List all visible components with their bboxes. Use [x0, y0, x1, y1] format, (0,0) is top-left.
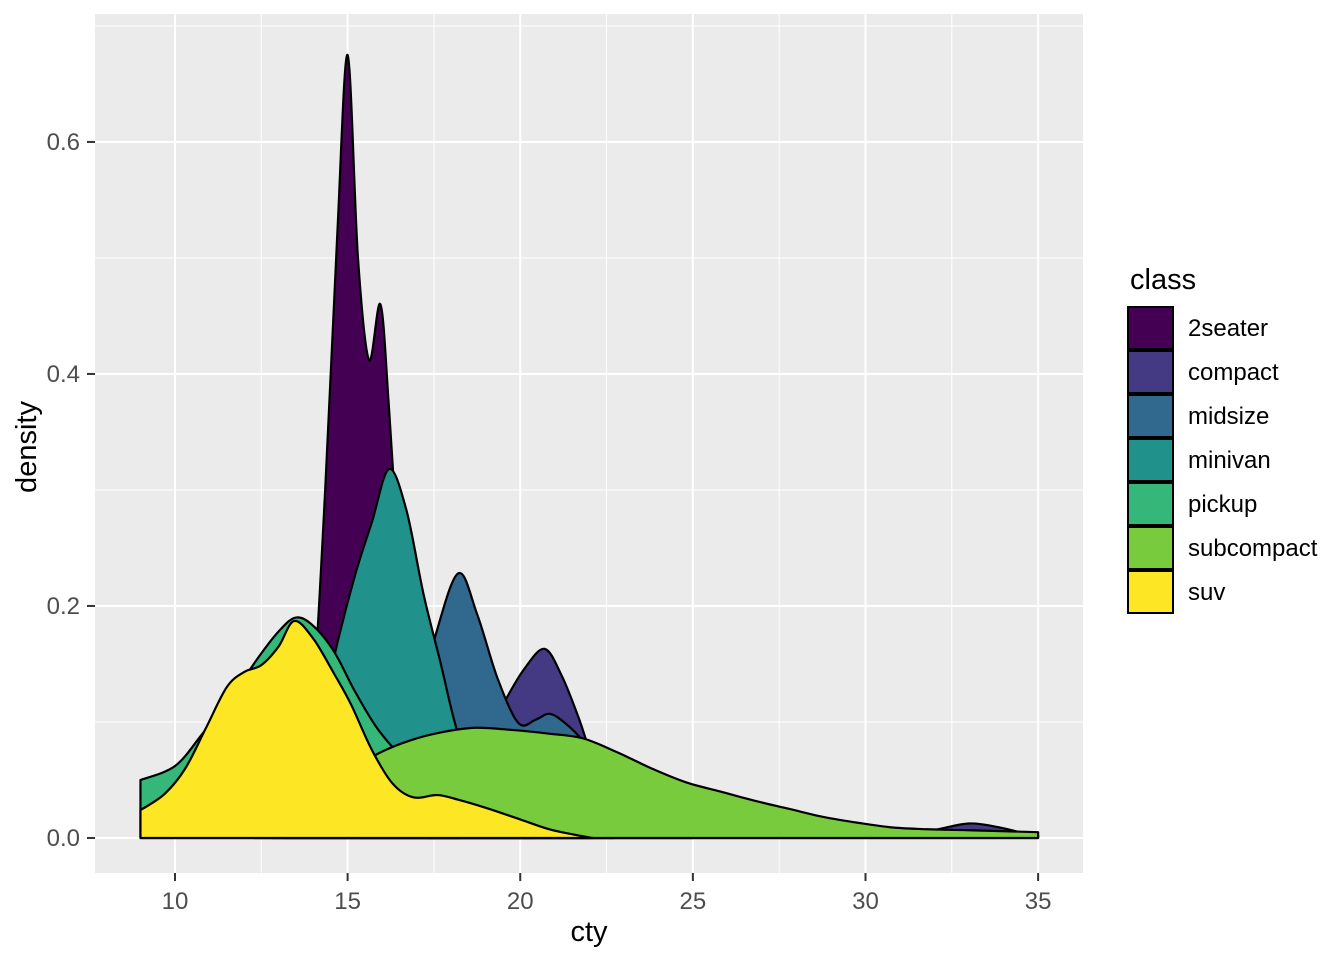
legend-label-pickup: pickup — [1188, 491, 1257, 518]
legend-label-2seater: 2seater — [1188, 315, 1268, 342]
axis-tick-labels: 10 15 20 25 30 35 0.0 0.2 0.4 0.6 — [47, 129, 1052, 915]
legend-swatch-suv — [1127, 570, 1174, 614]
density-areas — [139, 53, 1040, 840]
y-tick-label-0.4: 0.4 — [47, 361, 80, 388]
x-tick-label-25: 25 — [680, 888, 707, 915]
x-axis-title: cty — [570, 916, 608, 948]
y-tick-label-0.0: 0.0 — [47, 825, 80, 852]
density-area-suv — [139, 619, 594, 840]
legend-swatch-compact — [1127, 350, 1174, 394]
legend-entries: 2seater compact midsize minivan pickup subcom… — [1127, 306, 1318, 614]
legend-label-suv: suv — [1188, 579, 1225, 606]
legend-swatch-pickup — [1127, 482, 1174, 526]
grid-minor-lines — [95, 14, 1083, 873]
legend-label-subcompact: subcompact — [1188, 535, 1318, 562]
x-tick-label-10: 10 — [162, 888, 189, 915]
axis-tick-marks — [87, 140, 1040, 881]
legend-label-midsize: midsize — [1188, 403, 1269, 430]
x-tick-label-20: 20 — [507, 888, 534, 915]
y-tick-label-0.2: 0.2 — [47, 593, 80, 620]
legend: class 2seater compact midsize minivan pickup… — [1127, 264, 1318, 614]
legend-title: class — [1130, 264, 1196, 296]
legend-swatch-subcompact — [1127, 526, 1174, 570]
x-tick-label-35: 35 — [1025, 888, 1052, 915]
x-tick-label-30: 30 — [852, 888, 879, 915]
legend-label-minivan: minivan — [1188, 447, 1271, 474]
legend-swatch-2seater — [1127, 306, 1174, 350]
y-axis-title: density — [11, 401, 43, 493]
y-tick-label-0.6: 0.6 — [47, 129, 80, 156]
legend-swatch-minivan — [1127, 438, 1174, 482]
x-tick-label-15: 15 — [334, 888, 361, 915]
legend-swatch-midsize — [1127, 394, 1174, 438]
legend-label-compact: compact — [1188, 359, 1279, 386]
